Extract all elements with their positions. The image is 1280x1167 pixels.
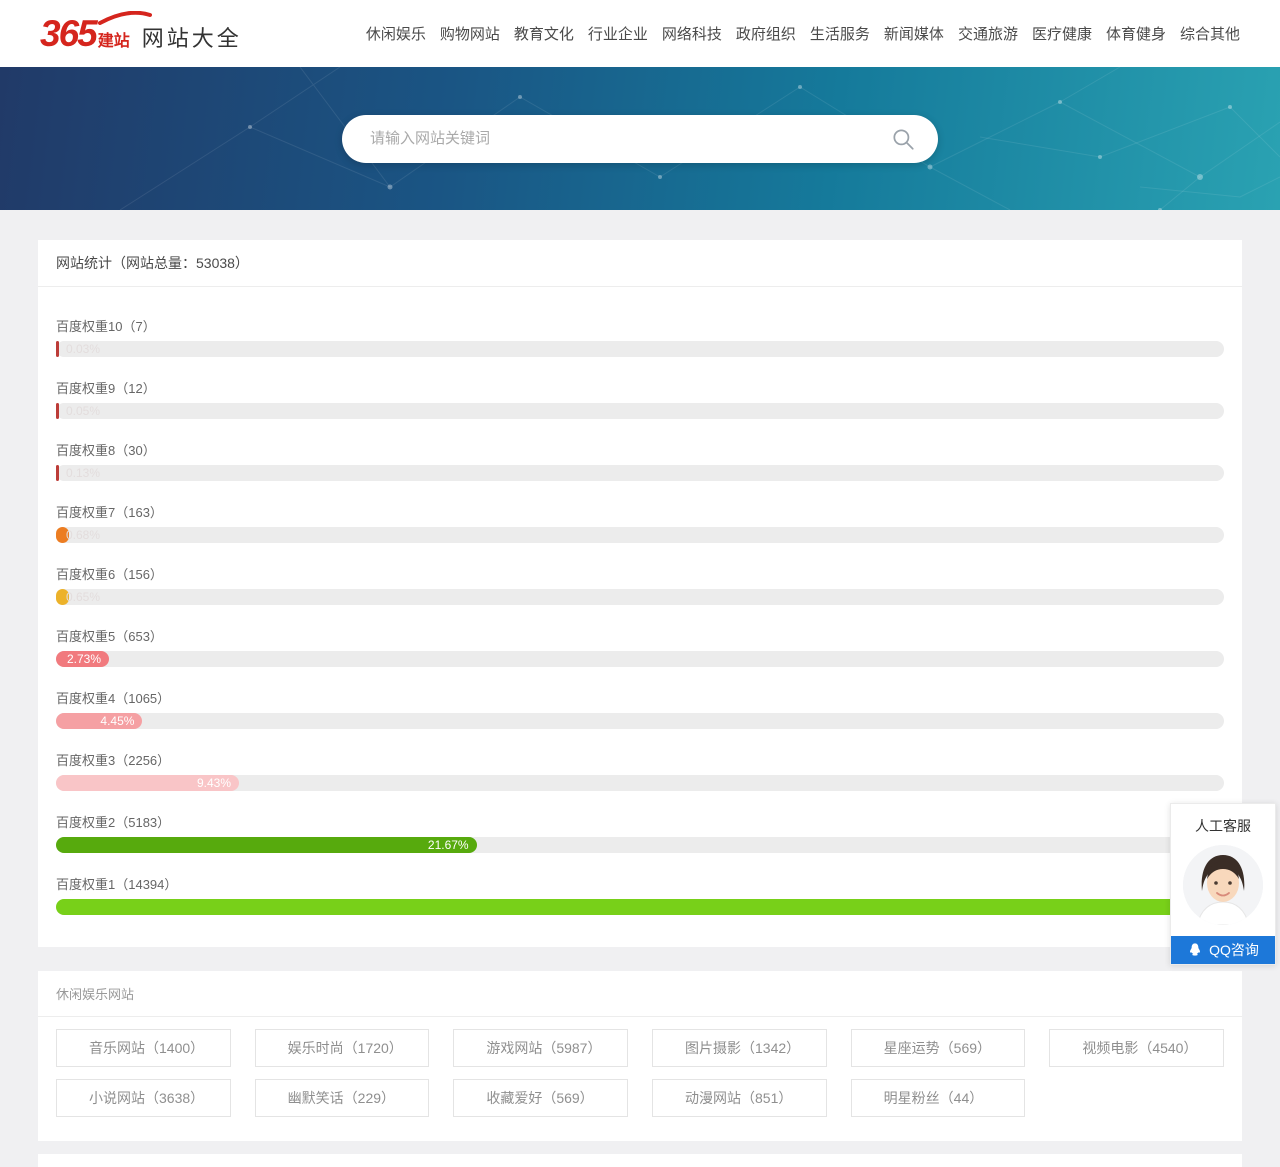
logo-365-text: 365 [40, 12, 98, 54]
bar-fill [56, 341, 59, 357]
logo-site-title: 网站大全 [141, 25, 242, 51]
weight-bar-group: 百度权重10（7） 0.03% [56, 316, 1224, 357]
bar-track: 0.03% [56, 341, 1224, 357]
weight-bars: 百度权重10（7） 0.03% 百度权重9（12） 0.05% 百度权重8（30） 0.1… [38, 287, 1242, 947]
bar-fill [56, 589, 69, 605]
weight-bar-group: 百度权重3（2256） 9.43% [56, 750, 1224, 791]
customer-service-widget: 人工客服 QQ咨询 [1170, 803, 1276, 965]
bar-track: 9.43% [56, 775, 1224, 791]
category-section: 休闲娱乐网站音乐网站（1400） 娱乐时尚（1720） 游戏网站（5987） 图片摄影… [38, 971, 1242, 1141]
section-title: 购物网站网站 [38, 1154, 1242, 1167]
service-agent-avatar [1183, 845, 1263, 925]
weight-bar-group: 百度权重5（653） 2.73% [56, 626, 1224, 667]
bar-title: 百度权重3（2256） [56, 753, 171, 768]
bar-title: 百度权重8（30） [56, 443, 156, 458]
category-card[interactable]: 星座运势（569） [850, 1029, 1026, 1067]
category-card[interactable]: 收藏爱好（569） [453, 1079, 628, 1117]
category-card[interactable]: 动漫网站（851） [652, 1079, 827, 1117]
bar-fill: 60.18% [56, 899, 1224, 915]
search-input[interactable] [370, 130, 890, 147]
bar-title: 百度权重7（163） [56, 505, 163, 520]
hero-banner [0, 67, 1280, 210]
bar-percent-label: 0.65% [66, 590, 101, 604]
bar-fill [56, 527, 70, 543]
category-card[interactable]: 明星粉丝（44） [850, 1079, 1026, 1117]
bar-fill: 21.67% [56, 837, 477, 853]
site-header: 365 建站 网站大全 休闲娱乐 购物网站 教育文化 行业企业 网络科技 政府组织 生活服务… [0, 0, 1280, 67]
weight-bar-group: 百度权重8（30） 0.13% [56, 440, 1224, 481]
logo-swoosh-icon [98, 10, 152, 25]
bar-title: 百度权重6（156） [56, 567, 163, 582]
stats-title: 网站统计（网站总量：53038） [38, 240, 1242, 287]
category-card[interactable]: 游戏网站（5987） [453, 1029, 628, 1067]
weight-bar-group: 百度权重2（5183） 21.67% [56, 812, 1224, 853]
nav-item[interactable]: 医疗健康 [1031, 26, 1092, 43]
category-sections: 休闲娱乐网站音乐网站（1400） 娱乐时尚（1720） 游戏网站（5987） 图片摄影… [0, 971, 1280, 1167]
main-nav: 休闲娱乐 购物网站 教育文化 行业企业 网络科技 政府组织 生活服务 新闻媒体 交通旅游 医疗健康… [366, 23, 1240, 44]
qq-consult-label: QQ咨询 [1209, 942, 1259, 958]
category-card[interactable]: 幽默笑话（229） [254, 1079, 430, 1117]
bar-percent-label: 21.67% [427, 838, 469, 852]
search-box [342, 114, 938, 163]
category-card[interactable]: 小说网站（3638） [56, 1079, 231, 1117]
bar-title: 百度权重2（5183） [56, 815, 171, 830]
qq-consult-button[interactable]: QQ咨询 [1171, 936, 1275, 964]
service-title: 人工客服 [1195, 818, 1251, 834]
bar-fill: 9.43% [56, 775, 240, 791]
category-card[interactable]: 音乐网站（1400） [56, 1029, 231, 1067]
bar-percent-label: 9.43% [196, 776, 232, 790]
bar-track: 0.05% [56, 403, 1224, 419]
nav-item[interactable]: 交通旅游 [957, 26, 1018, 43]
bar-track: 0.13% [56, 465, 1224, 481]
bar-track: 0.65% [56, 589, 1224, 605]
bar-title: 百度权重1（14394） [56, 877, 178, 892]
bar-track: 60.18% [56, 899, 1224, 915]
bar-track: 21.67% [56, 837, 1224, 853]
category-card[interactable]: 视频电影（4540） [1049, 1029, 1224, 1067]
category-cards: 音乐网站（1400） 娱乐时尚（1720） 游戏网站（5987） 图片摄影（1342）… [38, 1017, 1242, 1141]
bar-fill: 2.73% [56, 651, 110, 667]
bar-title: 百度权重10（7） [56, 319, 156, 334]
bar-percent-label: 0.13% [66, 466, 101, 480]
bar-fill: 4.45% [56, 713, 143, 729]
section-title: 休闲娱乐网站 [38, 971, 1242, 1017]
bar-track: 0.68% [56, 527, 1224, 543]
nav-item[interactable]: 新闻媒体 [883, 26, 944, 43]
nav-item[interactable]: 行业企业 [587, 26, 648, 43]
site-logo[interactable]: 365 建站 网站大全 [40, 10, 242, 54]
bar-percent-label: 4.45% [100, 714, 135, 728]
bar-percent-label: 2.73% [66, 652, 102, 666]
weight-bar-group: 百度权重9（12） 0.05% [56, 378, 1224, 419]
stats-panel: 网站统计（网站总量：53038） 百度权重10（7） 0.03% 百度权重9（12）… [38, 240, 1242, 947]
nav-item[interactable]: 休闲娱乐 [365, 26, 426, 43]
bar-percent-label: 0.05% [66, 404, 101, 418]
bar-percent-label: 0.68% [66, 528, 101, 542]
nav-item[interactable]: 购物网站 [439, 26, 500, 43]
logo-jianzhan-text: 建站 [97, 32, 130, 50]
weight-bar-group: 百度权重1（14394） 60.18% [56, 874, 1224, 915]
bar-fill [56, 403, 59, 419]
category-card[interactable]: 娱乐时尚（1720） [254, 1029, 430, 1067]
category-card[interactable]: 图片摄影（1342） [652, 1029, 827, 1067]
nav-item[interactable]: 网络科技 [661, 26, 722, 43]
bar-title: 百度权重5（653） [56, 629, 163, 644]
search-icon[interactable] [890, 126, 916, 152]
nav-item[interactable]: 体育健身 [1105, 26, 1166, 43]
weight-bar-group: 百度权重6（156） 0.65% [56, 564, 1224, 605]
nav-item[interactable]: 政府组织 [735, 26, 796, 43]
qq-penguin-icon [1190, 943, 1201, 956]
bar-track: 2.73% [56, 651, 1224, 667]
category-section: 购物网站网站 [38, 1154, 1242, 1167]
bar-track: 4.45% [56, 713, 1224, 729]
bar-title: 百度权重4（1065） [56, 691, 171, 706]
nav-item[interactable]: 综合其他 [1179, 26, 1240, 43]
weight-bar-group: 百度权重7（163） 0.68% [56, 502, 1224, 543]
bar-fill [56, 465, 59, 481]
nav-item[interactable]: 教育文化 [513, 26, 574, 43]
bar-percent-label: 0.03% [66, 342, 101, 356]
bar-title: 百度权重9（12） [56, 381, 156, 396]
nav-item[interactable]: 生活服务 [809, 26, 870, 43]
weight-bar-group: 百度权重4（1065） 4.45% [56, 688, 1224, 729]
